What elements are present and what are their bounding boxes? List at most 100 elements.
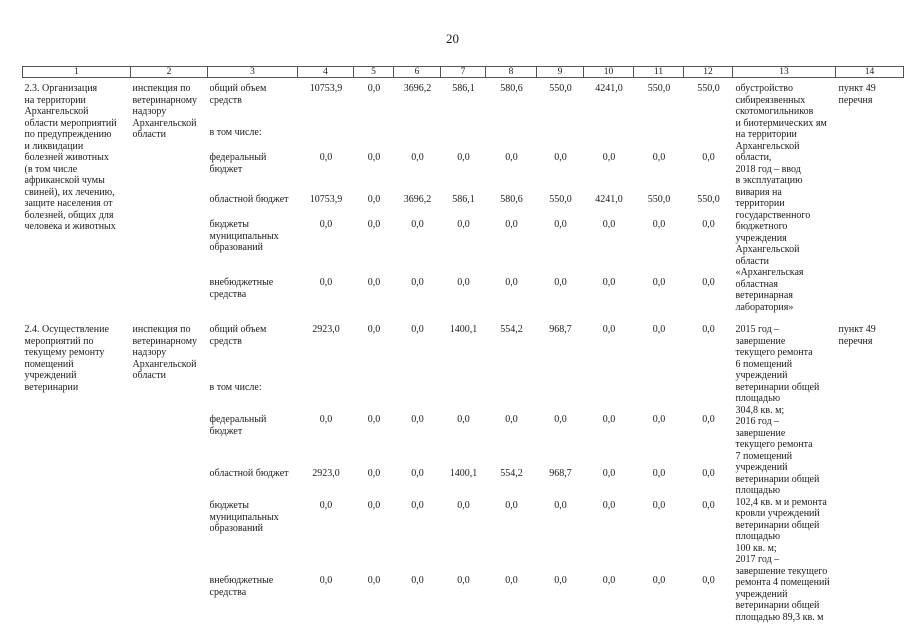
value-cell: 0,0 xyxy=(505,219,518,231)
value-cell: 0,0 xyxy=(411,575,424,587)
table-row: 2.4. Осуществление мероприятий по текуще… xyxy=(23,319,904,623)
empty-cell xyxy=(634,127,684,152)
column-number: 10 xyxy=(583,66,634,78)
funding-label-cell: областной бюджет xyxy=(209,467,289,479)
executor-cell: инспекция по ветеринарному надзору Архан… xyxy=(132,324,198,381)
value-cell: 0,0 xyxy=(411,277,424,289)
empty-cell xyxy=(684,382,733,414)
value-cell: 0,0 xyxy=(457,500,470,512)
value-cell: 3696,2 xyxy=(403,83,432,94)
funding-label-cell: бюджеты муниципальных образований xyxy=(209,219,279,254)
funding-subrow: федеральный бюджет 0,0 0,0 0,0 0,0 0,0 0… xyxy=(23,414,904,468)
value-cell: 0,0 xyxy=(602,414,616,426)
value-cell: 0,0 xyxy=(367,467,381,479)
empty-cell xyxy=(298,127,354,152)
activity-cell: 2.3. Организация на территории Архангель… xyxy=(24,83,117,232)
column-number: 6 xyxy=(393,66,441,78)
value-cell: 0,0 xyxy=(367,575,381,587)
value-cell: 0,0 xyxy=(652,324,666,335)
value-cell: 0,0 xyxy=(411,467,424,479)
result-cell: 2015 год – завершение текущего ремонта 6… xyxy=(735,324,830,623)
value-cell: 0,0 xyxy=(652,277,666,289)
empty-cell xyxy=(394,382,441,414)
value-cell: 0,0 xyxy=(411,152,424,164)
value-cell: 550,0 xyxy=(647,83,671,94)
value-cell: 0,0 xyxy=(602,500,616,512)
value-cell: 0,0 xyxy=(505,414,518,426)
funding-label-cell: общий объем средств xyxy=(209,83,267,106)
value-cell: 0,0 xyxy=(702,414,715,426)
result-cell: обустройство сибиреязвенных скотомогильн… xyxy=(735,83,827,313)
funding-label-cell: в том числе: xyxy=(209,127,262,139)
value-cell: 0,0 xyxy=(702,219,715,231)
value-cell: 0,0 xyxy=(319,500,333,512)
empty-cell xyxy=(584,382,634,414)
value-cell: 0,0 xyxy=(602,467,616,479)
funding-subrow: областной бюджет 10753,9 0,0 3696,2 586,… xyxy=(23,194,904,219)
empty-cell xyxy=(441,382,486,414)
value-cell: 0,0 xyxy=(367,500,381,512)
value-cell: 0,0 xyxy=(319,414,333,426)
funding-label-cell: общий объем средств xyxy=(209,324,267,347)
funding-label-cell: бюджеты муниципальных образований xyxy=(209,500,279,535)
column-number: 7 xyxy=(440,66,486,78)
value-cell: 0,0 xyxy=(505,152,518,164)
column-number: 9 xyxy=(536,66,584,78)
table-row: 2.3. Организация на территории Архангель… xyxy=(23,78,904,313)
value-cell: 550,0 xyxy=(697,193,720,205)
value-cell: 0,0 xyxy=(602,219,616,231)
column-number: 3 xyxy=(207,66,298,78)
column-number: 12 xyxy=(683,66,733,78)
funding-subrow: областной бюджет 2923,0 0,0 0,0 1400,1 5… xyxy=(23,468,904,500)
value-cell: 554,2 xyxy=(500,467,523,479)
empty-cell xyxy=(486,382,537,414)
value-cell: 3696,2 xyxy=(403,193,432,205)
funding-label-cell: федеральный бюджет xyxy=(209,414,267,437)
value-cell: 0,0 xyxy=(702,277,715,289)
funding-label-cell: внебюджетные средства xyxy=(209,575,274,598)
value-cell: 0,0 xyxy=(367,83,381,94)
value-cell: 586,1 xyxy=(452,193,475,205)
value-cell: 0,0 xyxy=(319,277,333,289)
value-cell: 0,0 xyxy=(554,575,567,587)
empty-cell xyxy=(354,127,394,152)
empty-cell xyxy=(394,127,441,152)
value-cell: 0,0 xyxy=(602,324,616,335)
empty-cell xyxy=(584,127,634,152)
value-cell: 0,0 xyxy=(505,277,518,289)
funding-label-cell: федеральный бюджет xyxy=(209,152,267,175)
value-cell: 550,0 xyxy=(647,193,671,205)
value-cell: 580,6 xyxy=(500,193,523,205)
value-cell: 550,0 xyxy=(549,83,572,94)
value-cell: 0,0 xyxy=(652,467,666,479)
column-number: 8 xyxy=(485,66,537,78)
value-cell: 0,0 xyxy=(554,219,567,231)
value-cell: 0,0 xyxy=(554,277,567,289)
column-number: 4 xyxy=(297,66,354,78)
reference-cell: пункт 49 перечня xyxy=(838,83,876,106)
funding-subrow: федеральный бюджет 0,0 0,0 0,0 0,0 0,0 0… xyxy=(23,152,904,194)
funding-label-cell: внебюджетные средства xyxy=(209,277,274,300)
funding-subrow: в том числе: xyxy=(23,127,904,152)
value-cell: 0,0 xyxy=(702,152,715,164)
value-cell: 0,0 xyxy=(652,575,666,587)
value-cell: 0,0 xyxy=(411,324,424,335)
column-number: 1 xyxy=(22,66,131,78)
value-cell: 0,0 xyxy=(702,500,715,512)
value-cell: 0,0 xyxy=(602,152,616,164)
value-cell: 0,0 xyxy=(702,324,715,335)
column-number: 13 xyxy=(732,66,836,78)
value-cell: 1400,1 xyxy=(449,324,478,335)
value-cell: 0,0 xyxy=(652,500,666,512)
value-cell: 968,7 xyxy=(549,467,572,479)
value-cell: 0,0 xyxy=(702,575,715,587)
empty-cell xyxy=(486,127,537,152)
empty-cell xyxy=(354,382,394,414)
funding-table: 1 2 3 4 5 6 7 8 9 10 11 12 13 14 2.3. Ор… xyxy=(22,66,904,629)
value-cell: 0,0 xyxy=(319,152,333,164)
value-cell: 4241,0 xyxy=(595,193,623,205)
value-cell: 0,0 xyxy=(367,414,381,426)
value-cell: 0,0 xyxy=(505,500,518,512)
empty-cell xyxy=(684,127,733,152)
value-cell: 968,7 xyxy=(549,324,572,335)
